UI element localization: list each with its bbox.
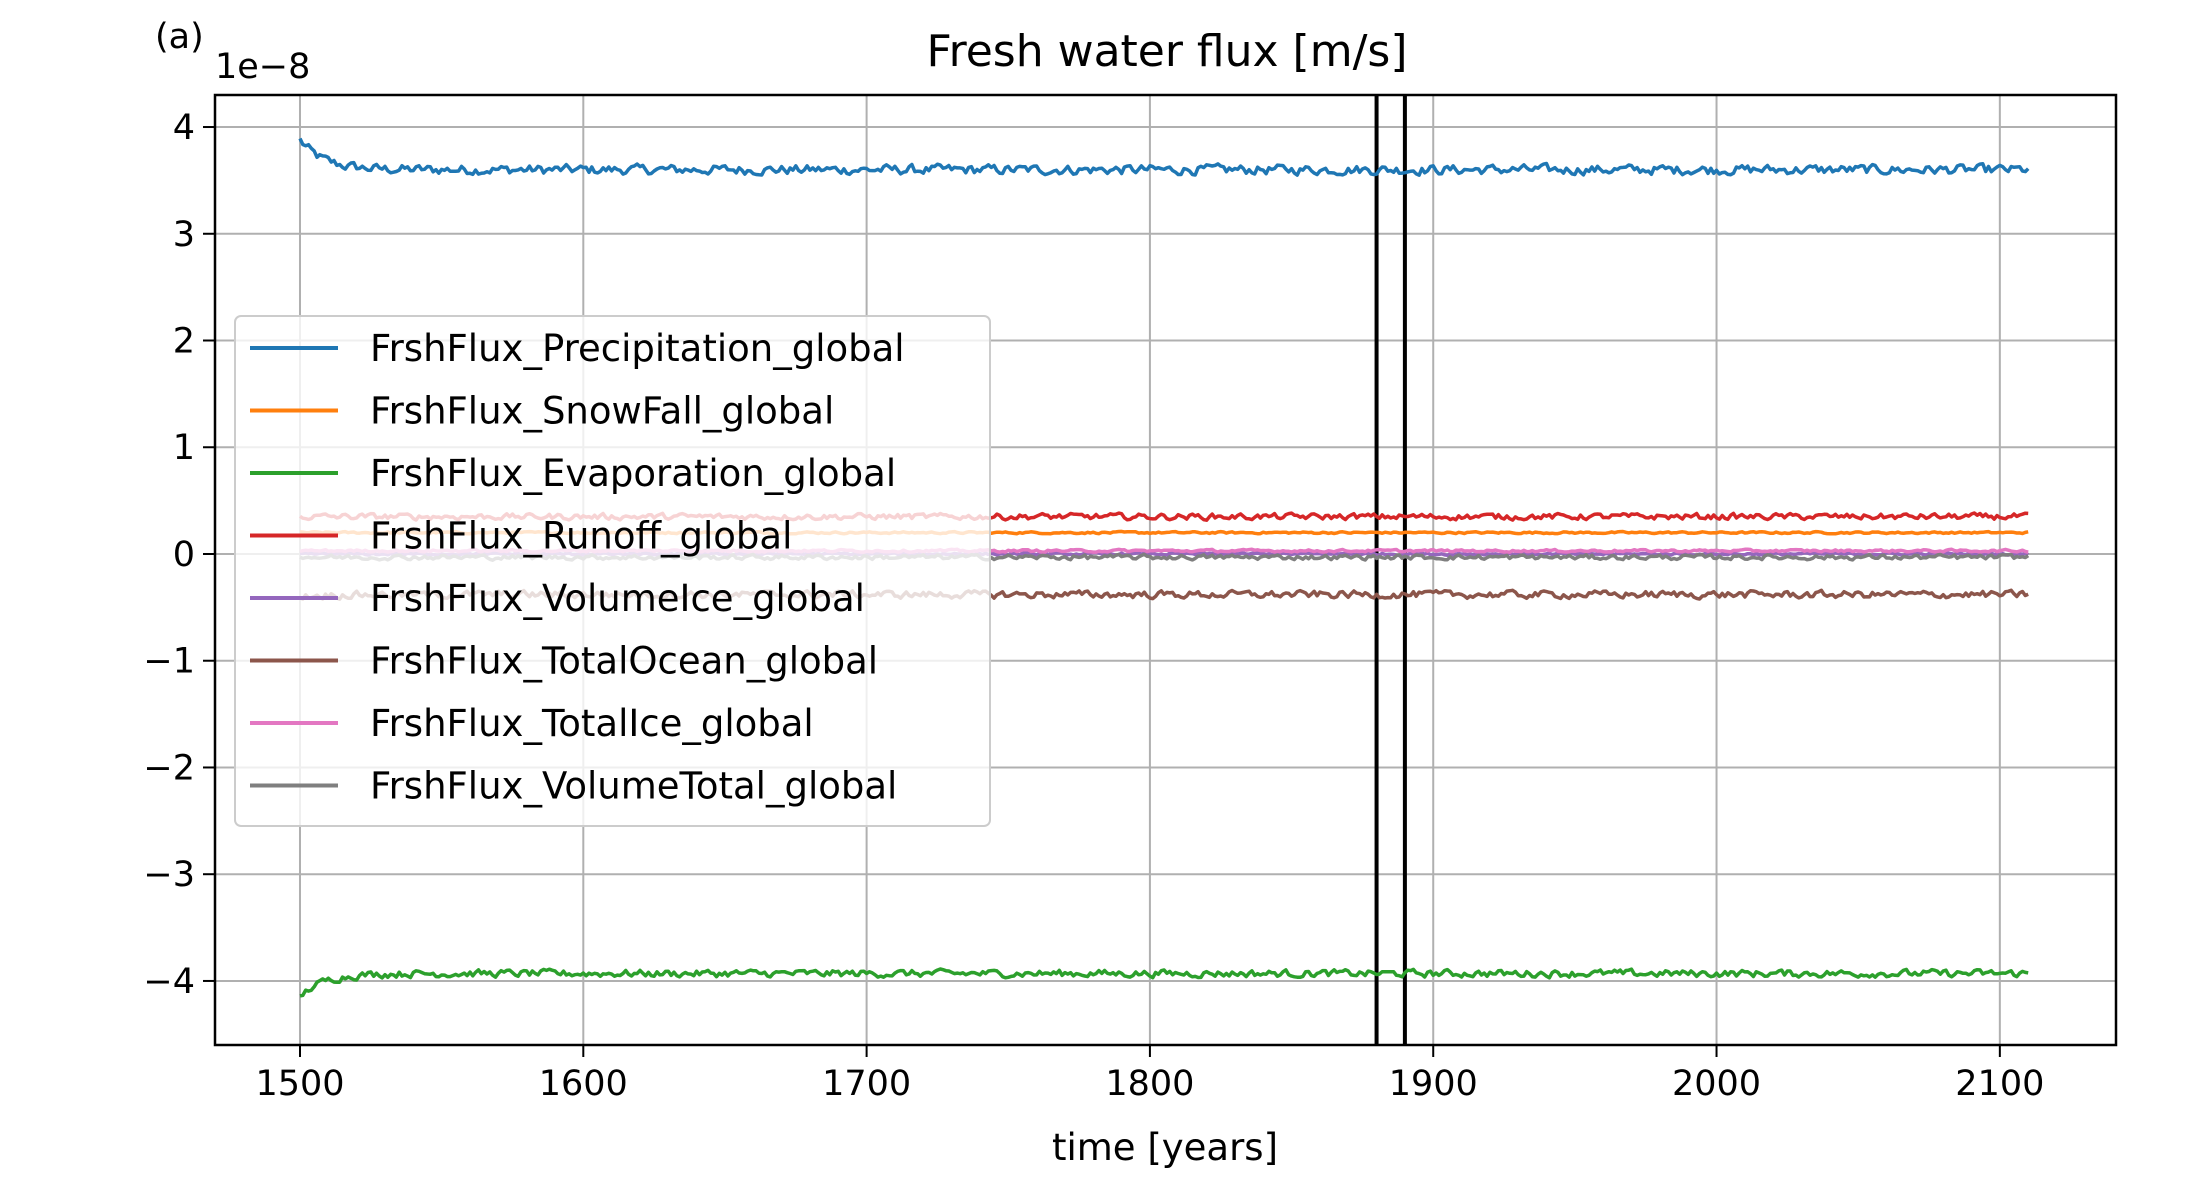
y-axis: 4 3 2 1 0 −1 −2 −3 −4: [143, 108, 215, 1002]
y-tick-label: 2: [173, 322, 195, 362]
legend: FrshFlux_Precipitation_global FrshFlux_Sn…: [234, 315, 991, 827]
legend-label: FrshFlux_Evaporation_global: [370, 452, 896, 495]
plot-frame: [213, 93, 2118, 1047]
legend-label: FrshFlux_Runoff_global: [370, 515, 792, 558]
x-tick-label: 2100: [1955, 1064, 2044, 1104]
vertical-markers: [1374, 95, 1407, 1045]
x-tick-label: 1700: [822, 1064, 911, 1104]
grid: [215, 95, 2116, 1045]
legend-label: FrshFlux_TotalOcean_global: [370, 640, 878, 683]
y-tick-label: −4: [143, 962, 195, 1002]
series-line-FrshFlux_Evaporation_global: [299, 967, 2029, 998]
y-tick-label: −2: [143, 748, 195, 788]
legend-label: FrshFlux_VolumeTotal_global: [370, 765, 897, 808]
legend-box: [234, 315, 991, 827]
x-tick-label: 2000: [1672, 1064, 1761, 1104]
legend-label: FrshFlux_Precipitation_global: [370, 327, 905, 370]
legend-label: FrshFlux_VolumeIce_global: [370, 577, 865, 620]
x-axis-label: time [years]: [1052, 1126, 1278, 1169]
x-tick-label: 1600: [539, 1064, 628, 1104]
chart-title: Fresh water flux [m/s]: [926, 26, 1407, 77]
y-scale-label: 1e−8: [215, 47, 310, 87]
x-tick-label: 1500: [255, 1064, 344, 1104]
panel-label: (a): [155, 17, 204, 57]
y-tick-label: −3: [143, 855, 195, 895]
y-tick-label: 0: [173, 535, 195, 575]
legend-label: FrshFlux_TotalIce_global: [370, 702, 814, 745]
legend-label: FrshFlux_SnowFall_global: [370, 390, 834, 433]
series-line-FrshFlux_Precipitation_global: [298, 137, 2030, 177]
y-tick-label: 3: [173, 215, 195, 255]
x-tick-label: 1800: [1105, 1064, 1194, 1104]
y-tick-label: −1: [143, 642, 195, 682]
x-axis: 1500 1600 1700 1800 1900 2000 2100: [255, 1045, 2044, 1104]
y-tick-label: 1: [173, 428, 195, 468]
x-tick-label: 1900: [1389, 1064, 1478, 1104]
y-tick-label: 4: [173, 108, 195, 148]
